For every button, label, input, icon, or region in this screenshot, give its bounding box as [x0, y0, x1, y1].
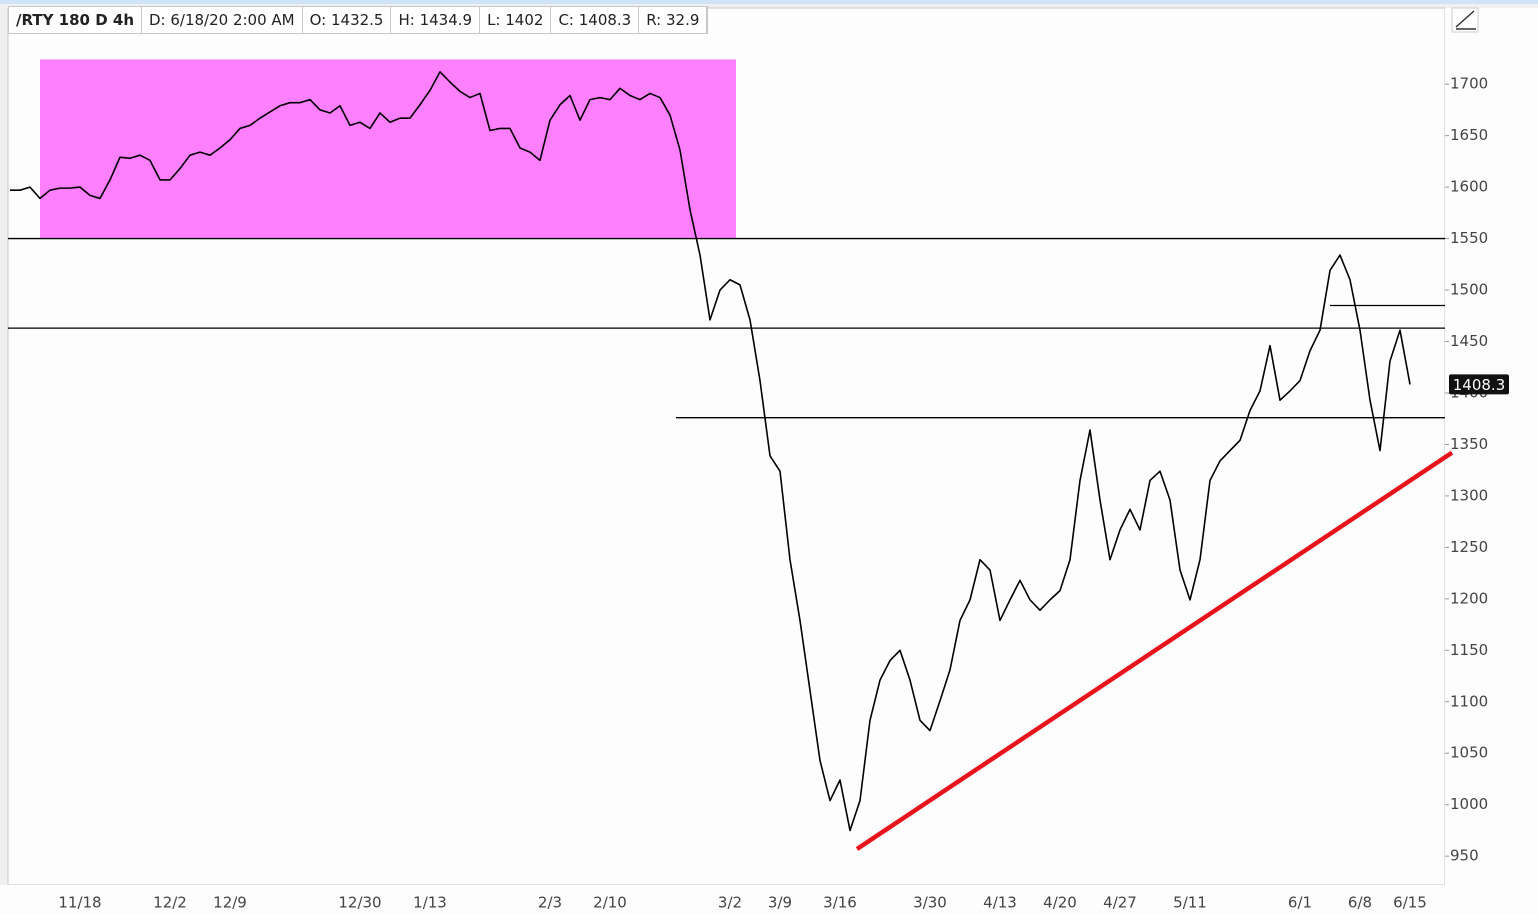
- header-field: L: 1402: [480, 7, 552, 33]
- x-tick-label: 4/27: [1103, 894, 1137, 912]
- x-tick-label: 2/3: [538, 894, 562, 912]
- header-bar: /RTY 180 D 4h D: 6/18/20 2:00 AM O: 1432.5…: [8, 6, 709, 34]
- top-strip: [0, 0, 1538, 4]
- scale-icon: [1451, 7, 1479, 33]
- x-tick-label: 6/15: [1393, 894, 1427, 912]
- x-tick-label: 12/9: [213, 894, 247, 912]
- x-tick-label: 11/18: [58, 894, 101, 912]
- x-tick-label: 3/16: [823, 894, 857, 912]
- x-tick-label: 1/13: [413, 894, 447, 912]
- y-tick-label: 1150: [1450, 641, 1488, 659]
- x-tick-label: 6/1: [1288, 894, 1312, 912]
- header-field: D: 6/18/20 2:00 AM: [142, 7, 303, 33]
- price-line: [10, 71, 1411, 832]
- y-tick-label: 1350: [1450, 435, 1488, 453]
- x-tick-label: 6/8: [1348, 894, 1372, 912]
- y-tick-label: 1100: [1450, 692, 1488, 710]
- x-tick-label: 3/2: [718, 894, 742, 912]
- y-tick-label: 1000: [1450, 795, 1488, 813]
- y-tick-label: 950: [1450, 847, 1479, 865]
- y-tick-label: 1200: [1450, 589, 1488, 607]
- x-axis-area: [0, 885, 1538, 915]
- header-field: H: 1434.9: [391, 7, 481, 33]
- last-price-badge: [1449, 374, 1509, 395]
- x-tick-label: 12/2: [153, 894, 187, 912]
- header-field: C: 1408.3: [551, 7, 640, 33]
- y-tick-label: 1650: [1450, 126, 1488, 144]
- y-axis-area: [1445, 8, 1538, 885]
- header-field: /RTY 180 D 4h: [9, 7, 142, 33]
- y-tick-label: 1700: [1450, 75, 1488, 93]
- x-tick-label: 4/20: [1043, 894, 1077, 912]
- y-tick-label: 1300: [1450, 486, 1488, 504]
- x-tick-label: 4/13: [983, 894, 1017, 912]
- last-price-label: 1408.3: [1453, 376, 1506, 394]
- y-tick-label: 1050: [1450, 744, 1488, 762]
- header-field: R: 32.9: [639, 7, 708, 33]
- header-field: O: 1432.5: [303, 7, 392, 33]
- x-tick-label: 3/30: [913, 894, 947, 912]
- y-tick-label: 1450: [1450, 332, 1488, 350]
- highlight-zone: [40, 59, 736, 239]
- y-tick-label: 1250: [1450, 538, 1488, 556]
- x-tick-label: 5/11: [1173, 894, 1207, 912]
- x-tick-label: 12/30: [338, 894, 381, 912]
- x-tick-label: 3/9: [768, 894, 792, 912]
- y-tick-label: 1600: [1450, 178, 1488, 196]
- x-tick-label: 2/10: [593, 894, 627, 912]
- y-tick-label: 1550: [1450, 229, 1488, 247]
- trendline: [855, 450, 1454, 851]
- y-tick-label: 1500: [1450, 281, 1488, 299]
